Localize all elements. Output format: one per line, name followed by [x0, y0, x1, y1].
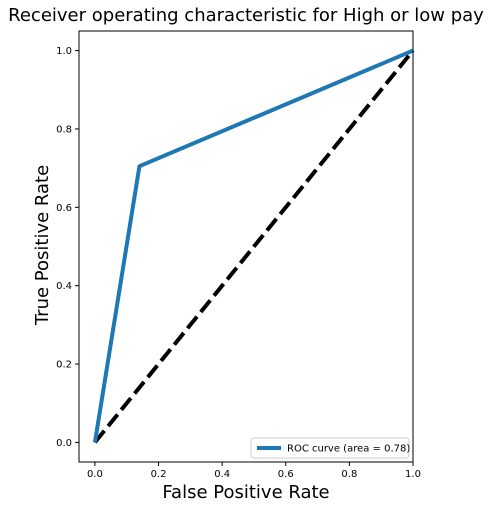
- x-axis-label: False Positive Rate: [162, 482, 329, 503]
- legend-box: [250, 437, 410, 459]
- x-tick-label: 0.0: [87, 469, 103, 480]
- plot-area: [92, 48, 415, 444]
- reference-diagonal-line: [93, 49, 415, 444]
- y-tick-label: 0.4: [56, 281, 72, 292]
- y-axis-ticks: 0.0 0.2 0.4 0.6 0.8 1.0: [56, 46, 79, 449]
- legend-entry-label: ROC curve (area = 0.78): [287, 444, 410, 455]
- x-tick-label: 0.4: [214, 469, 230, 480]
- y-tick-label: 1.0: [56, 46, 72, 57]
- x-tick-label: 0.8: [341, 469, 357, 480]
- x-tick-label: 0.2: [151, 469, 167, 480]
- y-axis-label: True Positive Rate: [32, 165, 53, 326]
- plot-frame: [78, 30, 414, 463]
- y-tick-label: 0.6: [56, 203, 72, 214]
- legend: ROC curve (area = 0.78): [250, 437, 410, 459]
- y-tick-label: 0.0: [56, 438, 72, 449]
- y-tick-label: 0.2: [56, 360, 72, 371]
- y-tick-label: 0.8: [56, 124, 72, 135]
- x-tick-label: 1.0: [405, 469, 421, 480]
- x-tick-label: 0.6: [278, 469, 294, 480]
- chart-title: Receiver operating characteristic for Hi…: [8, 5, 484, 26]
- x-axis-ticks: 0.0 0.2 0.4 0.6 0.8 1.0: [87, 462, 421, 480]
- roc-curve-line: [92, 48, 414, 443]
